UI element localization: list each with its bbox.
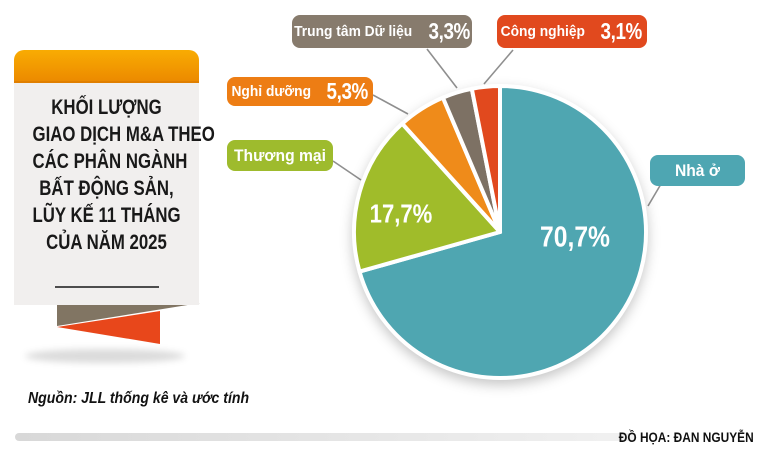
pie-value-commercial: 17,7% xyxy=(369,198,433,229)
title-line-4: BẤT ĐỘNG SẢN, xyxy=(39,177,174,200)
callout-resort-value: 5,3% xyxy=(326,78,368,104)
callout-resort-label: Nghỉ dưỡng xyxy=(231,83,312,100)
pie-value-housing: 70,7% xyxy=(540,221,610,254)
callout-housing: Nhà ở xyxy=(650,155,745,186)
ribbon-red-fold xyxy=(57,311,160,344)
pie-slice-4 xyxy=(469,84,502,234)
callout-industrial: Công nghiệp 3,1% xyxy=(497,15,647,48)
credit-text: ĐỒ HỌA: ĐAN NGUYỄN xyxy=(619,429,754,445)
callout-commercial-label: Thương mại xyxy=(234,145,326,165)
ribbon-taupe-fold xyxy=(57,303,200,326)
callout-data-center: Trung tâm Dữ liệu 3,3% xyxy=(292,15,472,48)
callout-housing-label: Nhà ở xyxy=(674,160,721,180)
leader-line-commercial xyxy=(332,160,362,181)
callout-industrial-value: 3,1% xyxy=(600,18,643,44)
leader-line-datacenter xyxy=(426,48,458,89)
ribbon-shadow xyxy=(25,349,185,363)
callout-industrial-label: Công nghiệp xyxy=(501,23,586,40)
pie-slice-0 xyxy=(357,84,649,380)
banner-body: KHỐI LƯỢNG GIAO DỊCH M&A THEO CÁC PHÂN N… xyxy=(14,83,215,305)
ribbon-fold xyxy=(57,303,200,344)
banner-divider xyxy=(54,286,159,288)
callout-resort: Nghỉ dưỡng 5,3% xyxy=(227,77,373,106)
title-line-3: CÁC PHÂN NGÀNH xyxy=(32,150,188,173)
leader-line-housing xyxy=(647,183,662,207)
leader-line-resort xyxy=(372,94,409,115)
banner-orange-header xyxy=(14,50,199,83)
source-note: Nguồn: JLL thống kê và ước tính xyxy=(28,390,250,407)
bottom-divider-bar xyxy=(15,433,635,441)
chart-title: KHỐI LƯỢNG GIAO DỊCH M&A THEO CÁC PHÂN N… xyxy=(32,94,215,256)
callout-commercial: Thương mại xyxy=(227,140,333,171)
title-line-5: LŨY KẾ 11 THÁNG xyxy=(32,204,181,227)
leader-lines xyxy=(332,48,662,207)
pie-slice-1 xyxy=(352,121,502,274)
callout-data-center-value: 3,3% xyxy=(429,18,471,44)
title-line-2: GIAO DỊCH M&A THEO xyxy=(32,123,215,146)
leader-line-industrial xyxy=(483,49,514,85)
title-banner: KHỐI LƯỢNG GIAO DỊCH M&A THEO CÁC PHÂN N… xyxy=(14,50,215,305)
title-line-1: KHỐI LƯỢNG xyxy=(51,96,162,119)
callout-data-center-label: Trung tâm Dữ liệu xyxy=(294,23,413,40)
title-line-6: CỦA NĂM 2025 xyxy=(46,231,167,254)
pie-chart xyxy=(352,84,649,380)
